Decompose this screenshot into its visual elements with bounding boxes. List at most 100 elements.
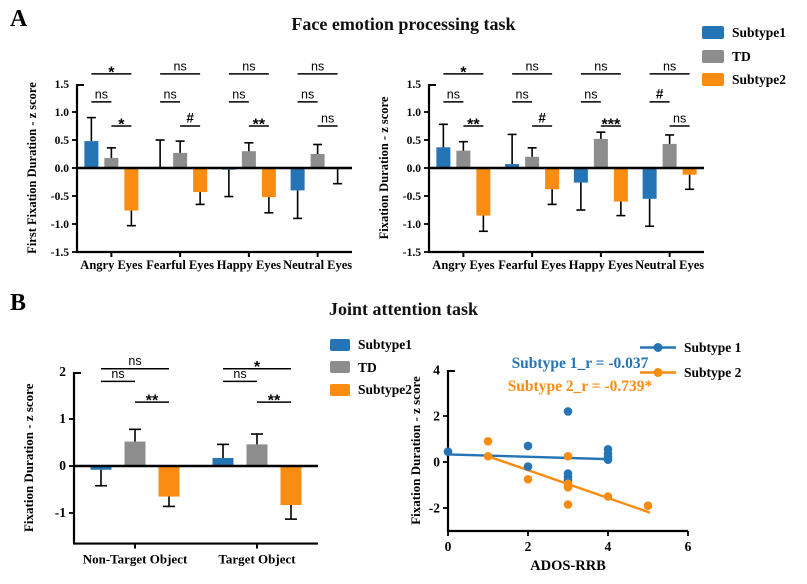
- svg-text:**: **: [146, 393, 159, 410]
- svg-text:ns: ns: [516, 87, 529, 101]
- subtype2-swatch-icon: [330, 383, 350, 396]
- svg-text:ns: ns: [447, 87, 460, 101]
- svg-text:ns: ns: [233, 367, 246, 381]
- svg-text:Fearful Eyes: Fearful Eyes: [498, 258, 566, 272]
- td-swatch-icon: [702, 49, 724, 63]
- svg-text:ns: ns: [526, 59, 539, 73]
- legend-panel-b: Subtype1 TD Subtype2: [330, 338, 412, 406]
- svg-text:Neutral Eyes: Neutral Eyes: [283, 258, 352, 272]
- svg-text:Target Object: Target Object: [218, 552, 296, 567]
- svg-text:-0.5: -0.5: [51, 191, 69, 203]
- scatter-plot-ados-rrb: 4 2 0 -2 0 2 4 6 Subtype 1_r = -0.037 Subtype 2_r…: [408, 355, 692, 574]
- subtype1-line-marker-icon: [640, 343, 676, 353]
- panel-b-label: B: [10, 290, 27, 316]
- legend-label-subtype-2: Subtype 2: [684, 364, 742, 380]
- svg-text:6: 6: [685, 539, 692, 554]
- panel-a-label: A: [10, 6, 28, 32]
- svg-text:-1: -1: [55, 505, 66, 520]
- svg-text:Happy Eyes: Happy Eyes: [217, 258, 281, 272]
- svg-text:*: *: [108, 64, 115, 81]
- svg-text:ADOS-RRB: ADOS-RRB: [530, 558, 606, 574]
- svg-text:**: **: [253, 117, 266, 134]
- svg-text:-1.0: -1.0: [403, 219, 421, 231]
- svg-text:*: *: [254, 359, 261, 376]
- svg-text:**: **: [268, 393, 281, 410]
- legend-label-td: TD: [358, 359, 377, 375]
- legend-item-td: TD: [702, 48, 786, 64]
- svg-text:Angry Eyes: Angry Eyes: [432, 258, 494, 272]
- svg-text:ns: ns: [311, 59, 324, 73]
- legend-item-td: TD: [330, 359, 412, 375]
- svg-text:0.5: 0.5: [55, 135, 70, 147]
- svg-text:Fixation Duration - z score: Fixation Duration - z score: [377, 96, 391, 239]
- svg-text:1.0: 1.0: [407, 107, 422, 119]
- svg-text:ns: ns: [321, 112, 334, 126]
- svg-text:4: 4: [433, 363, 440, 378]
- svg-text:ns: ns: [584, 87, 597, 101]
- svg-text:-1.0: -1.0: [51, 219, 69, 231]
- subtype1-swatch-icon: [330, 338, 350, 351]
- svg-text:Fearful Eyes: Fearful Eyes: [146, 258, 214, 272]
- svg-text:ns: ns: [594, 59, 607, 73]
- svg-text:*: *: [118, 117, 125, 134]
- svg-text:ns: ns: [174, 59, 187, 73]
- svg-text:0: 0: [445, 539, 452, 554]
- svg-text:ns: ns: [128, 354, 141, 368]
- svg-text:ns: ns: [95, 87, 108, 101]
- legend-item-subtype1: Subtype1: [330, 338, 412, 352]
- svg-text:2: 2: [59, 364, 66, 379]
- legend-label-td: TD: [732, 48, 751, 64]
- svg-text:#: #: [656, 86, 664, 101]
- legend-label-subtype2: Subtype2: [358, 382, 413, 397]
- legend-label-subtype1: Subtype1: [732, 25, 787, 40]
- svg-text:Happy Eyes: Happy Eyes: [569, 258, 633, 272]
- legend-item-subtype2: Subtype2: [330, 383, 412, 397]
- svg-text:0.0: 0.0: [55, 163, 70, 175]
- svg-text:-2: -2: [429, 501, 440, 516]
- legend-item-subtype1: Subtype1: [702, 26, 786, 40]
- svg-text:2: 2: [433, 409, 440, 424]
- legend-item-subtype-2: Subtype 2: [640, 364, 742, 380]
- svg-text:#: #: [538, 111, 546, 126]
- legend-item-subtype2: Subtype2: [702, 73, 786, 87]
- svg-text:1.5: 1.5: [55, 79, 70, 91]
- svg-text:ns: ns: [242, 59, 255, 73]
- panel-a-title: Face emotion processing task: [291, 14, 516, 34]
- subtype1-swatch-icon: [702, 26, 724, 40]
- svg-text:-0.5: -0.5: [403, 191, 421, 203]
- svg-text:0.5: 0.5: [407, 135, 422, 147]
- svg-text:First Fixation Duration - z sc: First Fixation Duration - z score: [25, 82, 39, 254]
- legend-item-subtype-1: Subtype 1: [640, 341, 741, 355]
- svg-text:-1.5: -1.5: [403, 247, 421, 259]
- svg-text:4: 4: [605, 539, 612, 554]
- subtype2-line-marker-icon: [640, 367, 676, 377]
- svg-text:ns: ns: [232, 87, 245, 101]
- svg-text:Neutral Eyes: Neutral Eyes: [635, 258, 704, 272]
- svg-text:ns: ns: [673, 112, 686, 126]
- legend-label-subtype1: Subtype1: [358, 337, 413, 352]
- svg-text:ns: ns: [301, 87, 314, 101]
- svg-text:0.0: 0.0: [407, 163, 422, 175]
- svg-text:**: **: [467, 117, 480, 134]
- svg-text:*: *: [460, 64, 467, 81]
- svg-text:1: 1: [59, 411, 66, 426]
- svg-text:Non-Target Object: Non-Target Object: [83, 552, 188, 567]
- svg-text:2: 2: [525, 539, 532, 554]
- svg-text:ns: ns: [164, 87, 177, 101]
- bar-chart-fixation-duration: 1.5 1.0 0.5 0.0 -0.5 -1.0 -1.5 Angry Eyes Fearfu…: [377, 59, 704, 272]
- svg-text:Fixation Duration - z score: Fixation Duration - z score: [21, 383, 36, 532]
- svg-text:***: ***: [602, 117, 621, 134]
- bar-chart-first-fixation-duration: 1.5 1.0 0.5 0.0 -0.5 -1.0 -1.5 Angry Eyes Fearfu…: [25, 59, 352, 272]
- legend-panel-a: Subtype1 TD Subtype2: [702, 26, 786, 97]
- legend-scatter: Subtype 1 Subtype 2: [640, 341, 741, 390]
- svg-text:Subtype 2_r = -0.739*: Subtype 2_r = -0.739*: [508, 378, 653, 395]
- svg-text:ns: ns: [111, 367, 124, 381]
- svg-text:Subtype 1_r = -0.037: Subtype 1_r = -0.037: [512, 355, 649, 372]
- svg-text:Angry Eyes: Angry Eyes: [80, 258, 142, 272]
- svg-text:-1.5: -1.5: [51, 247, 69, 259]
- svg-text:#: #: [186, 111, 194, 126]
- svg-text:ns: ns: [663, 59, 676, 73]
- svg-text:0: 0: [59, 458, 66, 473]
